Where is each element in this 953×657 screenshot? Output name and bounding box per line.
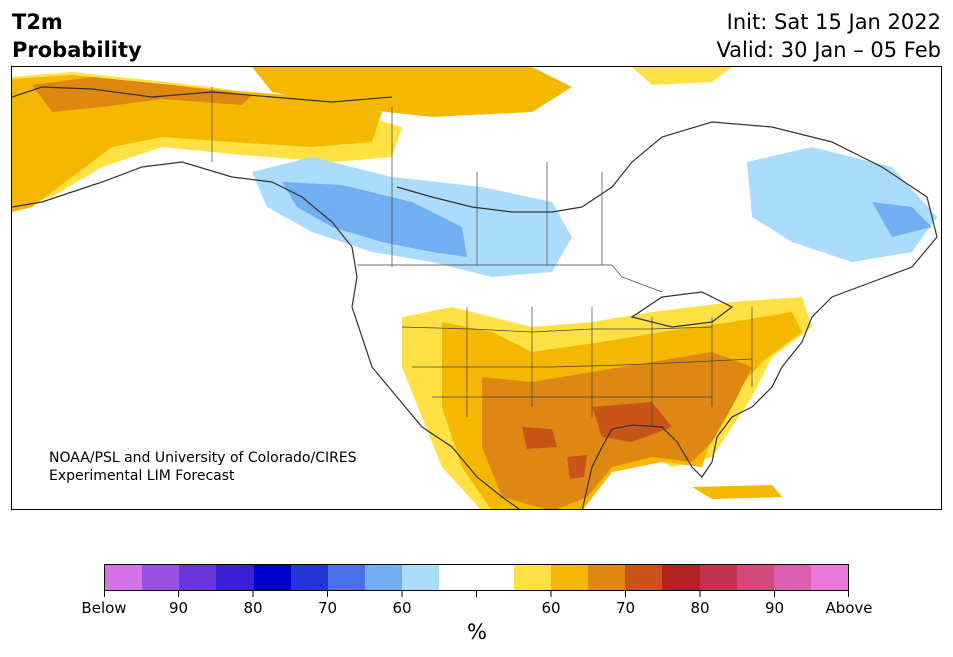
colorbar-cell [402,565,440,590]
colorbar-tick-label: 70 [317,599,338,617]
chart-title: T2m Probability [12,8,142,64]
colorbar-tick-label: 90 [168,599,189,617]
region-quebec-midblue [872,202,932,237]
title-variable: T2m [12,10,63,34]
init-date: Init: Sat 15 Jan 2022 [726,10,941,34]
colorbar-units: % [467,620,487,644]
colorbar-ticks [104,591,849,597]
colorbar-cell [179,565,217,590]
region-arctic-yellow-east [632,67,732,85]
colorbar-tick-label: Above [825,599,873,617]
colorbar-cell [476,565,514,590]
political-borders [211,87,753,427]
colorbar-cell [736,565,774,590]
colorbar-tick-label: 90 [764,599,785,617]
region-canada-midblue [282,182,467,257]
colorbar-cell [216,565,254,590]
colorbar [104,564,849,591]
colorbar-cell [662,565,700,590]
colorbar-tick-label: 80 [243,599,263,617]
region-alaska-orange [32,77,252,112]
colorbar-cell [550,565,589,590]
colorbar-tick-label: Below [81,599,127,617]
colorbar-tick-label: 80 [690,599,710,617]
region-texas-coast-darkorange [567,455,587,479]
date-info: Init: Sat 15 Jan 2022 Valid: 30 Jan – 05… [716,8,941,64]
colorbar-cell [105,565,143,590]
colorbar-tick-label: 70 [615,599,636,617]
colorbar-cell [625,565,663,590]
colorbar-cell [773,565,811,590]
credit-line-1: NOAA/PSL and University of Colorado/CIRE… [49,450,357,466]
colorbar-cell [327,565,366,590]
map-credit: NOAA/PSL and University of Colorado/CIRE… [49,449,357,485]
colorbar-cell [365,565,403,590]
colorbar-cell [142,565,180,590]
colorbar-cell [588,565,626,590]
map-canvas [12,67,938,509]
credit-line-2: Experimental LIM Forecast [49,468,235,484]
region-quebec-lightblue [747,147,937,262]
colorbar-cell [439,565,477,590]
region-texas-darkorange [522,427,557,449]
valid-range: Valid: 30 Jan – 05 Feb [716,38,941,62]
colorbar-cell [810,565,849,590]
region-alaska-gold [12,75,382,212]
colorbar-cell [290,565,328,590]
colorbar-tick-label: 60 [541,599,561,617]
region-cuba-gold [692,485,782,499]
colorbar-cell [253,565,291,590]
colorbar-cell [699,565,737,590]
colorbar-tick-label: 60 [392,599,412,617]
title-metric: Probability [12,38,142,62]
forecast-map [11,66,942,510]
region-arctic-gold [252,67,572,117]
colorbar-cell [513,565,551,590]
